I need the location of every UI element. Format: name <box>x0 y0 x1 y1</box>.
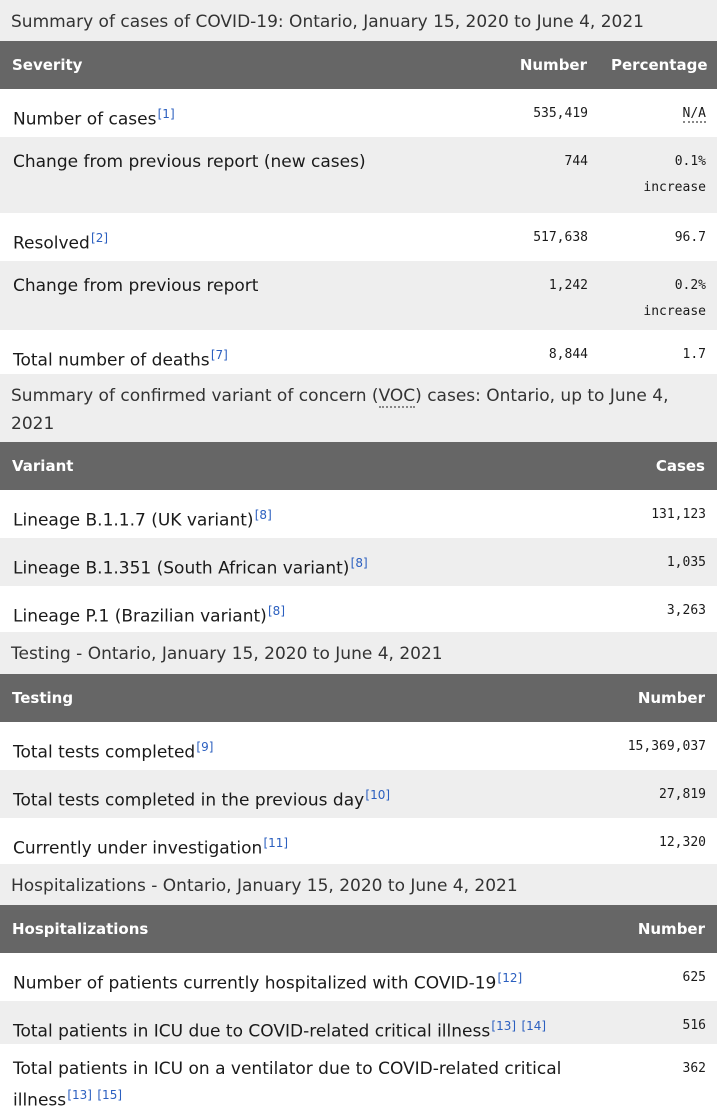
footnote-link[interactable]: [1] <box>157 107 175 121</box>
row-number: 1,035 <box>557 537 717 586</box>
table-row: Total tests completed [9] 15,369,037 <box>0 721 717 770</box>
testing-caption: Testing - Ontario, January 15, 2020 to J… <box>0 631 717 674</box>
footnote-link[interactable]: [15] <box>97 1088 123 1103</box>
row-number: 27,819 <box>557 769 717 818</box>
row-number: 3,263 <box>557 585 717 632</box>
row-label: Change from previous report <box>0 261 479 330</box>
row-label: Lineage P.1 (Brazilian variant) [8] <box>0 585 557 632</box>
row-number: 362 <box>617 1044 717 1114</box>
footnote-link[interactable]: [8] <box>350 555 368 570</box>
footnote-link[interactable]: [13] <box>67 1088 92 1103</box>
cases-table: Severity Number Percentage Number of cases… <box>0 41 717 374</box>
table-row: Resolved [2] 517,638 96.7 <box>0 213 717 261</box>
row-percentage: N/A <box>599 89 717 137</box>
header-number: Number <box>557 673 717 722</box>
row-label: Change from previous report (new cases) <box>0 137 479 213</box>
row-label: Lineage B.1.1.7 (UK variant) [8] <box>0 489 557 538</box>
footnote-link[interactable]: [10] <box>365 787 391 802</box>
table-row: Total patients in ICU due to COVID-relat… <box>0 1000 717 1045</box>
row-percentage: 0.1% increase <box>599 137 717 213</box>
footnote-link[interactable]: [8] <box>254 507 272 522</box>
row-label: Number of cases [1] <box>0 89 479 137</box>
row-label: Lineage B.1.351 (South African variant) … <box>0 537 557 586</box>
table-row: Total tests completed in the previous da… <box>0 769 717 818</box>
cases-caption: Summary of cases of COVID-19: Ontario, J… <box>0 0 717 41</box>
row-label: Total number of deaths [7] <box>0 330 479 374</box>
row-number: 8,844 <box>479 330 599 374</box>
footnote-link[interactable]: [2] <box>91 231 109 245</box>
header-percentage: Percentage <box>599 41 717 89</box>
row-number: 535,419 <box>479 89 599 137</box>
footnote-link[interactable]: [8] <box>268 603 285 618</box>
table-row: Total patients in ICU on a ventilator du… <box>0 1044 717 1114</box>
header-severity: Severity <box>0 41 479 89</box>
footnote-link[interactable]: [14] <box>521 1018 547 1033</box>
footnote-link[interactable]: [7] <box>210 348 228 362</box>
row-label: Total patients in ICU on a ventilator du… <box>0 1044 617 1114</box>
footnote-link[interactable]: [11] <box>263 835 289 850</box>
header-variant: Variant <box>0 441 557 490</box>
table-row: Lineage B.1.1.7 (UK variant) [8] 131,123 <box>0 489 717 538</box>
row-label: Resolved [2] <box>0 213 479 261</box>
row-number: 1,242 <box>479 261 599 330</box>
hospitalizations-caption: Hospitalizations - Ontario, January 15, … <box>0 863 717 905</box>
table-row: Lineage P.1 (Brazilian variant) [8] 3,263 <box>0 585 717 632</box>
header-number: Number <box>479 41 599 89</box>
row-label: Number of patients currently hospitalize… <box>0 952 617 1001</box>
row-percentage: 0.2% increase <box>599 261 717 330</box>
table-row: Lineage B.1.351 (South African variant) … <box>0 537 717 586</box>
table-row: Change from previous report (new cases) 7… <box>0 137 717 213</box>
row-percentage: 96.7 <box>599 213 717 261</box>
row-number: 517,638 <box>479 213 599 261</box>
table-row: Currently under investigation [11] 12,320 <box>0 817 717 864</box>
row-label: Total tests completed [9] <box>0 721 557 770</box>
table-row: Total number of deaths [7] 8,844 1.7 <box>0 330 717 374</box>
table-row: Number of cases [1] 535,419 N/A <box>0 89 717 137</box>
row-number: 131,123 <box>557 489 717 538</box>
variants-table: Variant Cases Lineage B.1.1.7 (UK variant… <box>0 441 717 632</box>
variants-caption: Summary of confirmed variant of concern … <box>0 373 717 442</box>
hospitalizations-table: Hospitalizations Number Number of patient… <box>0 904 717 1114</box>
header-hospitalizations: Hospitalizations <box>0 904 617 953</box>
testing-table: Testing Number Total tests completed [9] 1… <box>0 673 717 864</box>
header-cases: Cases <box>557 441 717 490</box>
footnote-link[interactable]: [9] <box>196 739 214 754</box>
row-number: 12,320 <box>557 817 717 864</box>
header-testing: Testing <box>0 673 557 722</box>
table-row: Number of patients currently hospitalize… <box>0 952 717 1001</box>
row-label: Currently under investigation [11] <box>0 817 557 864</box>
row-number: 625 <box>617 952 717 1001</box>
footnote-link[interactable]: [13] <box>491 1018 517 1033</box>
row-number: 516 <box>617 1000 717 1045</box>
row-label: Total patients in ICU due to COVID-relat… <box>0 1000 617 1045</box>
row-number: 15,369,037 <box>557 721 717 770</box>
footnote-link[interactable]: [12] <box>497 970 523 985</box>
row-percentage: 1.7 <box>599 330 717 374</box>
table-row: Change from previous report 1,242 0.2% incr… <box>0 261 717 330</box>
row-number: 744 <box>479 137 599 213</box>
row-label: Total tests completed in the previous da… <box>0 769 557 818</box>
voc-abbreviation[interactable]: VOC <box>378 385 416 408</box>
header-number: Number <box>617 904 717 953</box>
